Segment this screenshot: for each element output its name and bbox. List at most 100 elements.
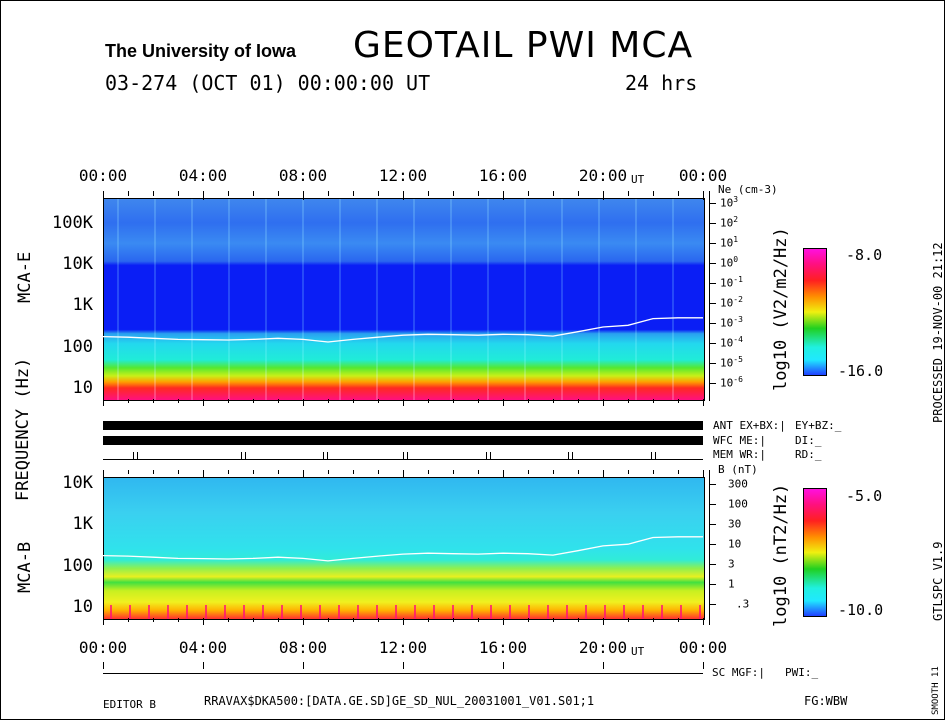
time-tick xyxy=(428,618,429,622)
ne-tick-label: 10-3 xyxy=(720,314,743,330)
time-tick xyxy=(153,191,154,196)
sc-status-line xyxy=(103,673,703,674)
colorbar-b-min: -10.0 xyxy=(838,601,884,619)
ant-status-2: EY+BZ:_ xyxy=(795,419,842,432)
ne-tick xyxy=(710,363,716,364)
mem-mark xyxy=(240,452,246,459)
ant-status: ANT EX+BX:| xyxy=(713,419,786,432)
time-tick xyxy=(203,191,204,200)
ne-tick xyxy=(710,203,716,204)
time-tick xyxy=(303,399,304,406)
mem-mark xyxy=(323,452,328,459)
time-tick xyxy=(103,470,104,477)
b-tick xyxy=(710,584,716,585)
frequency-label: FREQUENCY (Hz) xyxy=(13,357,33,501)
time-tick xyxy=(278,618,279,622)
time-tick xyxy=(653,399,654,403)
cyclotron-line-e xyxy=(102,317,703,343)
time-tick xyxy=(378,618,379,622)
ne-tick-label: 102 xyxy=(720,214,739,230)
time-label-bottom: 16:00 xyxy=(478,638,528,657)
ne-tick-label: 100 xyxy=(720,254,739,270)
time-tick xyxy=(603,399,604,406)
time-tick xyxy=(103,191,104,200)
time-label-top: 20:00 xyxy=(578,166,628,185)
date-line: 03-274 (OCT 01) 00:00:00 UT xyxy=(105,71,431,95)
mem-status-line xyxy=(103,459,703,460)
time-tick xyxy=(228,399,229,403)
time-tick xyxy=(303,662,304,669)
time-tick xyxy=(103,399,104,406)
b-tick-label: 10 xyxy=(728,537,742,551)
mem-mark xyxy=(485,452,491,459)
time-tick xyxy=(103,662,104,669)
b-axis-line xyxy=(709,470,710,625)
time-tick xyxy=(703,399,704,406)
time-tick xyxy=(628,618,629,622)
time-tick xyxy=(653,618,654,622)
time-tick xyxy=(503,399,504,406)
time-tick xyxy=(703,618,704,625)
time-tick xyxy=(203,662,204,669)
time-tick xyxy=(403,470,404,477)
version-stamp: GTLSPC V1.9 xyxy=(931,541,945,621)
time-label-top: 00:00 xyxy=(678,166,728,185)
sc-status-2: PWI:_ xyxy=(785,666,819,679)
time-tick xyxy=(603,618,604,625)
time-tick xyxy=(128,470,129,474)
mem-status-2: RD:_ xyxy=(795,448,822,461)
freq-tick-label-e: 10 xyxy=(72,377,93,398)
wfc-status-2: DI:_ xyxy=(795,434,822,447)
time-tick xyxy=(678,470,679,474)
time-tick xyxy=(453,399,454,403)
editor-label: EDITOR B xyxy=(103,698,156,711)
colorbar-b-label: log10 (nT2/Hz) xyxy=(771,483,791,627)
time-tick xyxy=(528,191,529,196)
time-tick xyxy=(628,191,629,196)
time-tick xyxy=(353,399,354,403)
time-tick xyxy=(378,399,379,403)
time-tick xyxy=(403,399,404,406)
colorbar-b-max: -5.0 xyxy=(846,487,883,505)
time-tick xyxy=(428,191,429,196)
time-tick xyxy=(503,191,504,200)
b-tick-label: .3 xyxy=(736,597,750,611)
time-tick xyxy=(478,618,479,622)
time-tick xyxy=(403,662,404,669)
time-tick xyxy=(153,618,154,622)
time-tick xyxy=(703,470,704,477)
ne-tick xyxy=(710,223,716,224)
ne-tick xyxy=(710,243,716,244)
time-tick xyxy=(653,191,654,196)
time-tick xyxy=(453,191,454,196)
freq-tick-label-b: 10 xyxy=(72,596,93,617)
b-tick xyxy=(710,484,716,485)
freq-tick-label-b: 100 xyxy=(62,555,93,576)
time-tick xyxy=(228,191,229,196)
freq-tick-label-e: 100 xyxy=(62,336,93,357)
time-tick xyxy=(128,191,129,196)
time-tick xyxy=(178,191,179,196)
duration: 24 hrs xyxy=(625,71,698,95)
b-tick-label: 300 xyxy=(728,477,748,491)
cyclotron-line-b xyxy=(102,536,703,562)
time-tick xyxy=(378,191,379,196)
freq-tick-label-e: 100K xyxy=(52,212,93,233)
time-tick xyxy=(603,191,604,200)
time-tick xyxy=(428,399,429,403)
time-tick xyxy=(178,470,179,474)
time-tick xyxy=(228,470,229,474)
time-tick xyxy=(303,470,304,477)
colorbar-e-label: log10 (V2/m2/Hz) xyxy=(771,227,791,391)
time-tick xyxy=(128,618,129,622)
time-label-top: 12:00 xyxy=(378,166,428,185)
time-tick xyxy=(503,470,504,477)
b-tick-label: 3 xyxy=(728,557,735,571)
ne-axis-line xyxy=(709,191,710,401)
plot-title: GEOTAIL PWI MCA xyxy=(353,25,694,66)
mca-e-label: MCA-E xyxy=(15,251,35,303)
time-tick xyxy=(278,191,279,196)
time-label-bottom: 20:00 xyxy=(578,638,628,657)
